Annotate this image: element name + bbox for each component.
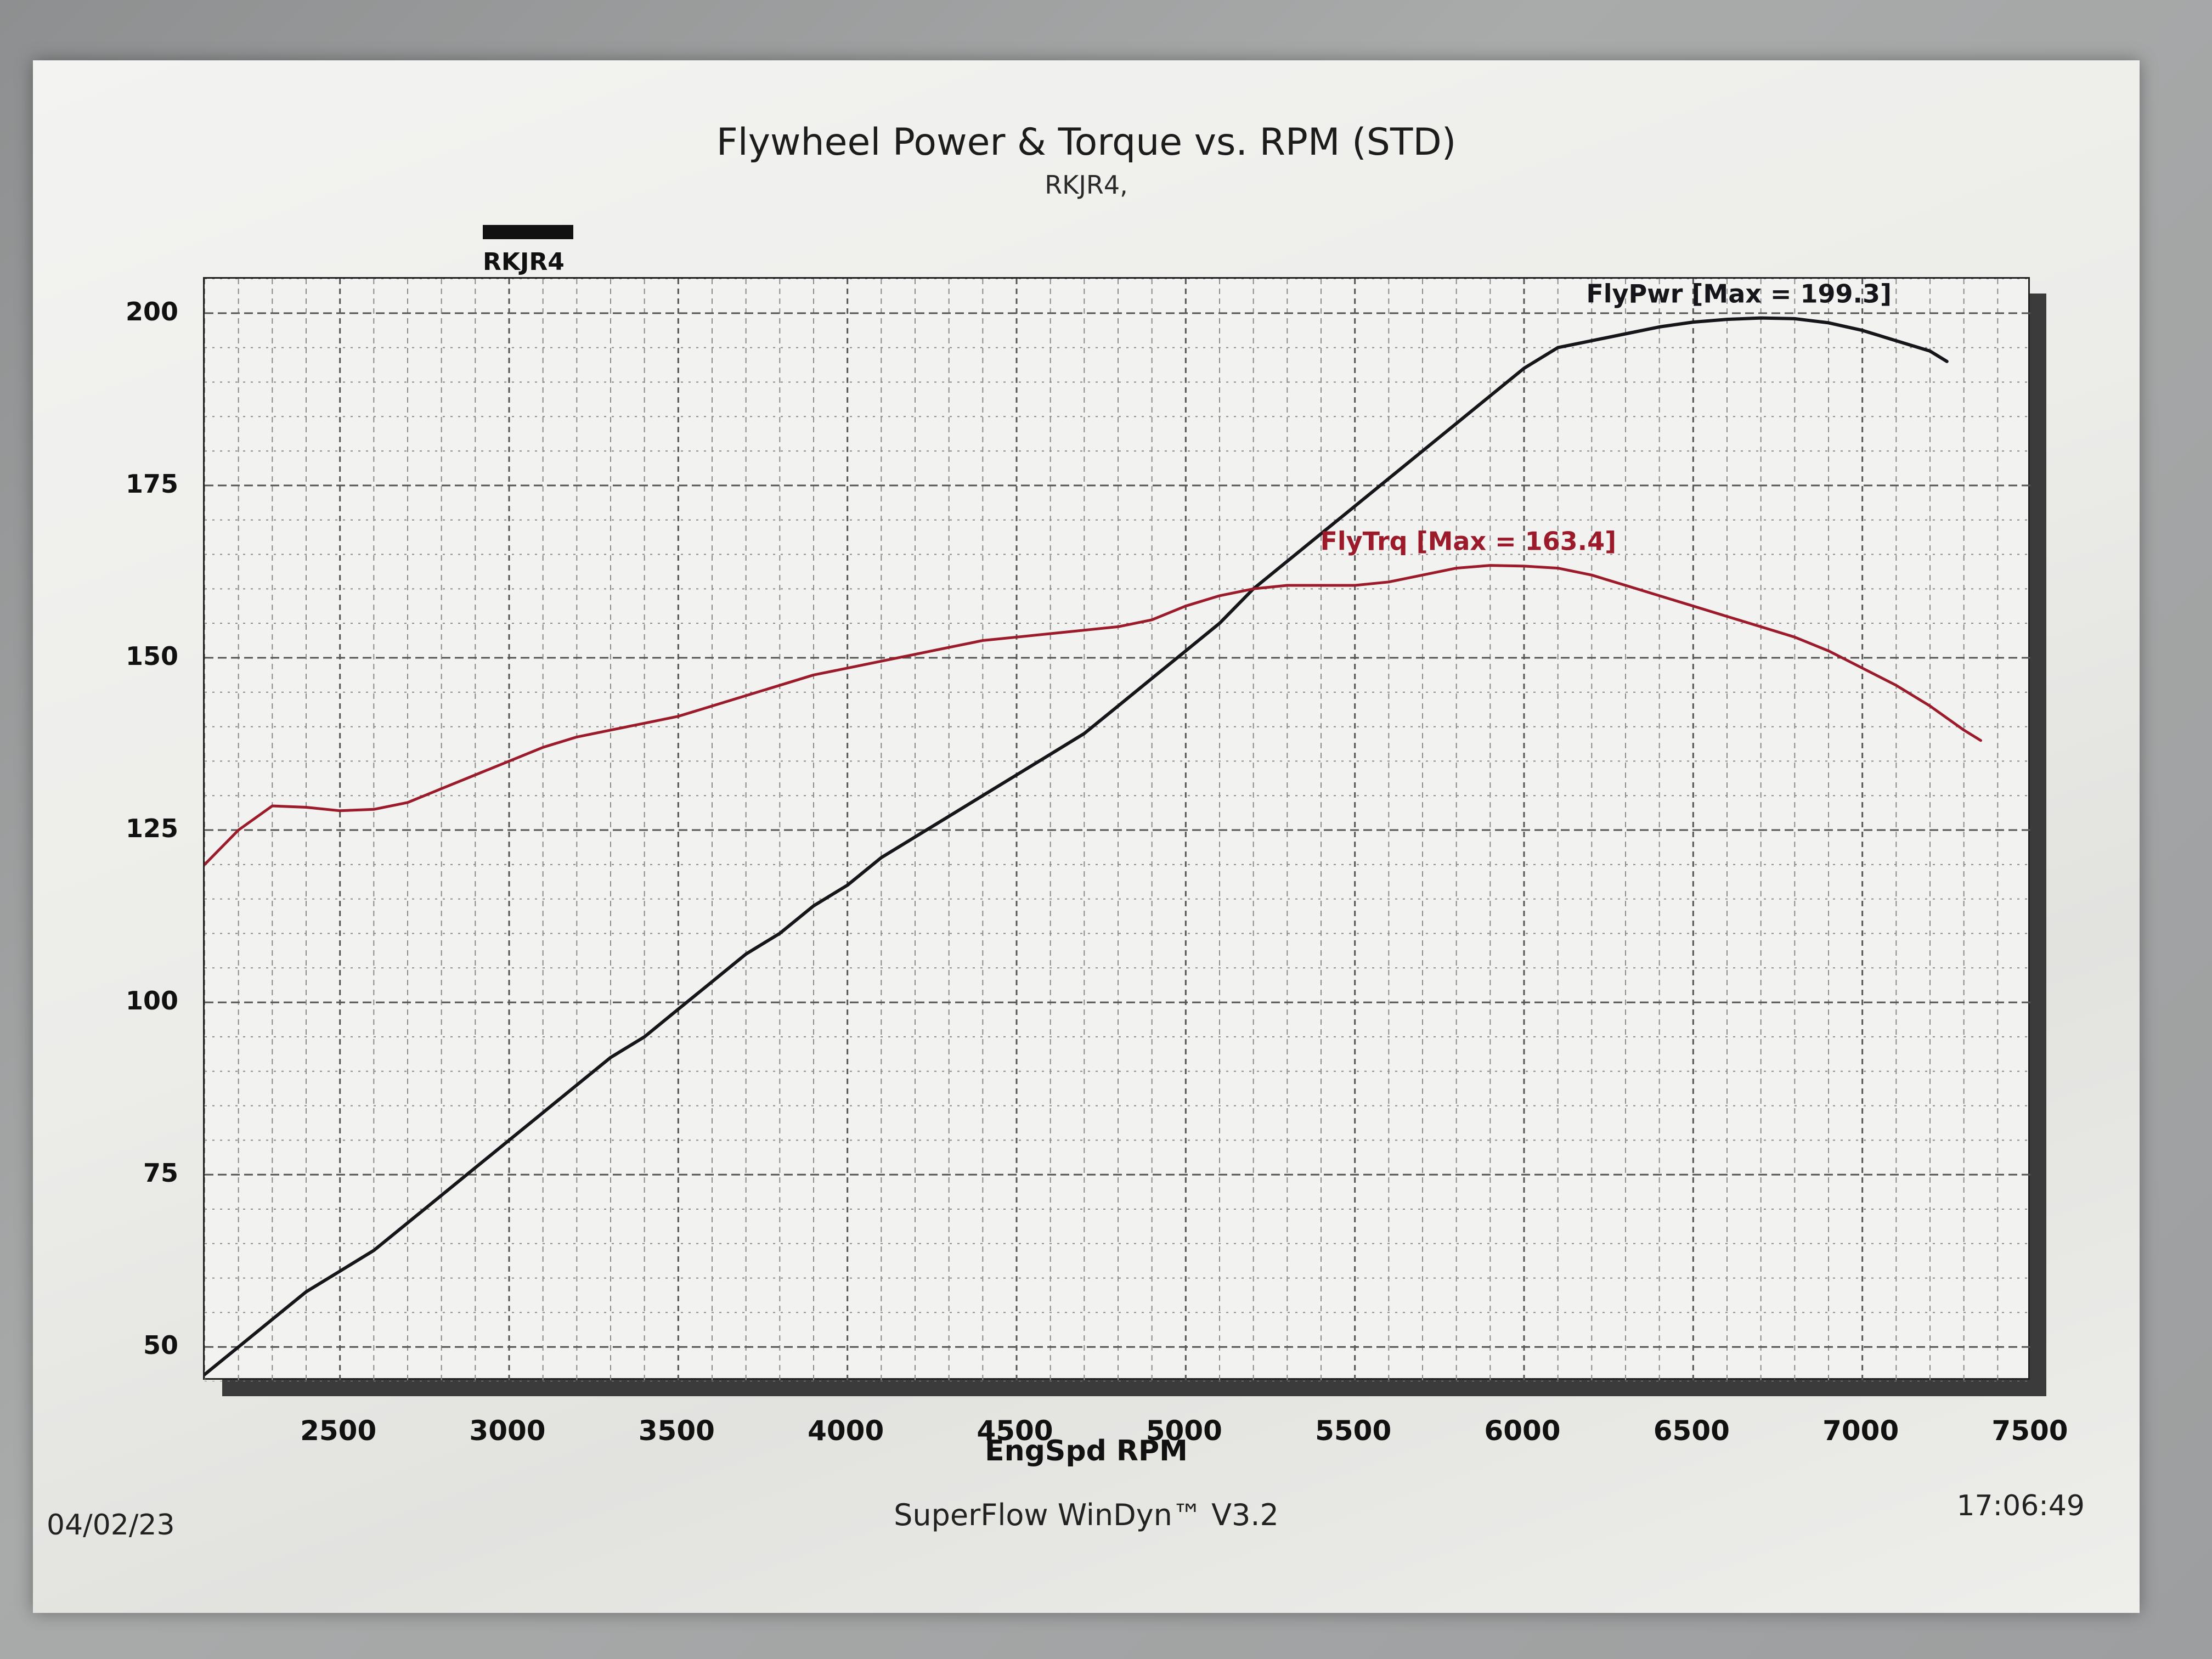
x-tick-label: 4500 — [977, 1415, 1053, 1447]
axis-labels: 50 75 100 125 150 175 200 2500 3000 3500 4000 4500 5… — [126, 297, 2068, 1447]
legend-label: RKJR4 — [483, 248, 565, 276]
y-tick-label: 125 — [126, 814, 178, 843]
x-tick-label: 7500 — [1991, 1415, 2068, 1447]
y-tick-label: 50 — [143, 1330, 178, 1360]
y-tick-label: 200 — [126, 297, 178, 326]
y-tick-label: 150 — [126, 641, 178, 671]
legend-swatch — [483, 225, 573, 239]
plot-area: FlyPwr [Max = 199.3] FlyTrq [Max = 163.4] — [203, 277, 2032, 1381]
print-date: 04/02/23 — [47, 1509, 175, 1542]
plot-svg: FlyPwr [Max = 199.3] FlyTrq [Max = 163.4] — [205, 279, 2032, 1381]
y-tick-label: 175 — [126, 469, 178, 499]
chart-subtitle: RKJR4, — [1045, 170, 1128, 200]
x-tick-label: 5000 — [1146, 1415, 1222, 1447]
series-annotation-flytrq: FlyTrq [Max = 163.4] — [1320, 527, 1616, 556]
printout-sheet: Flywheel Power & Torque vs. RPM (STD) RK… — [33, 60, 2140, 1613]
x-tick-label: 2500 — [300, 1415, 376, 1447]
legend: RKJR4 — [483, 225, 573, 276]
software-name: SuperFlow WinDyn™ V3.2 — [894, 1498, 1279, 1532]
x-tick-label: 3500 — [639, 1415, 715, 1447]
x-tick-label: 5500 — [1315, 1415, 1391, 1447]
print-time: 17:06:49 — [1956, 1489, 2085, 1522]
x-tick-label: 4000 — [808, 1415, 884, 1447]
series-annotation-flypwr: FlyPwr [Max = 199.3] — [1586, 279, 1892, 309]
y-tick-label: 75 — [143, 1158, 178, 1188]
x-tick-label: 6500 — [1654, 1415, 1730, 1447]
x-tick-label: 3000 — [469, 1415, 545, 1447]
x-axis-title: EngSpd RPM — [985, 1435, 1188, 1468]
series-line-flypwr — [205, 316, 1949, 1376]
chart-title: Flywheel Power & Torque vs. RPM (STD) — [716, 121, 1457, 164]
x-tick-label: 6000 — [1484, 1415, 1560, 1447]
x-tick-label: 7000 — [1822, 1415, 1899, 1447]
series-line-flytrq — [205, 564, 1982, 866]
y-tick-label: 100 — [126, 986, 178, 1015]
